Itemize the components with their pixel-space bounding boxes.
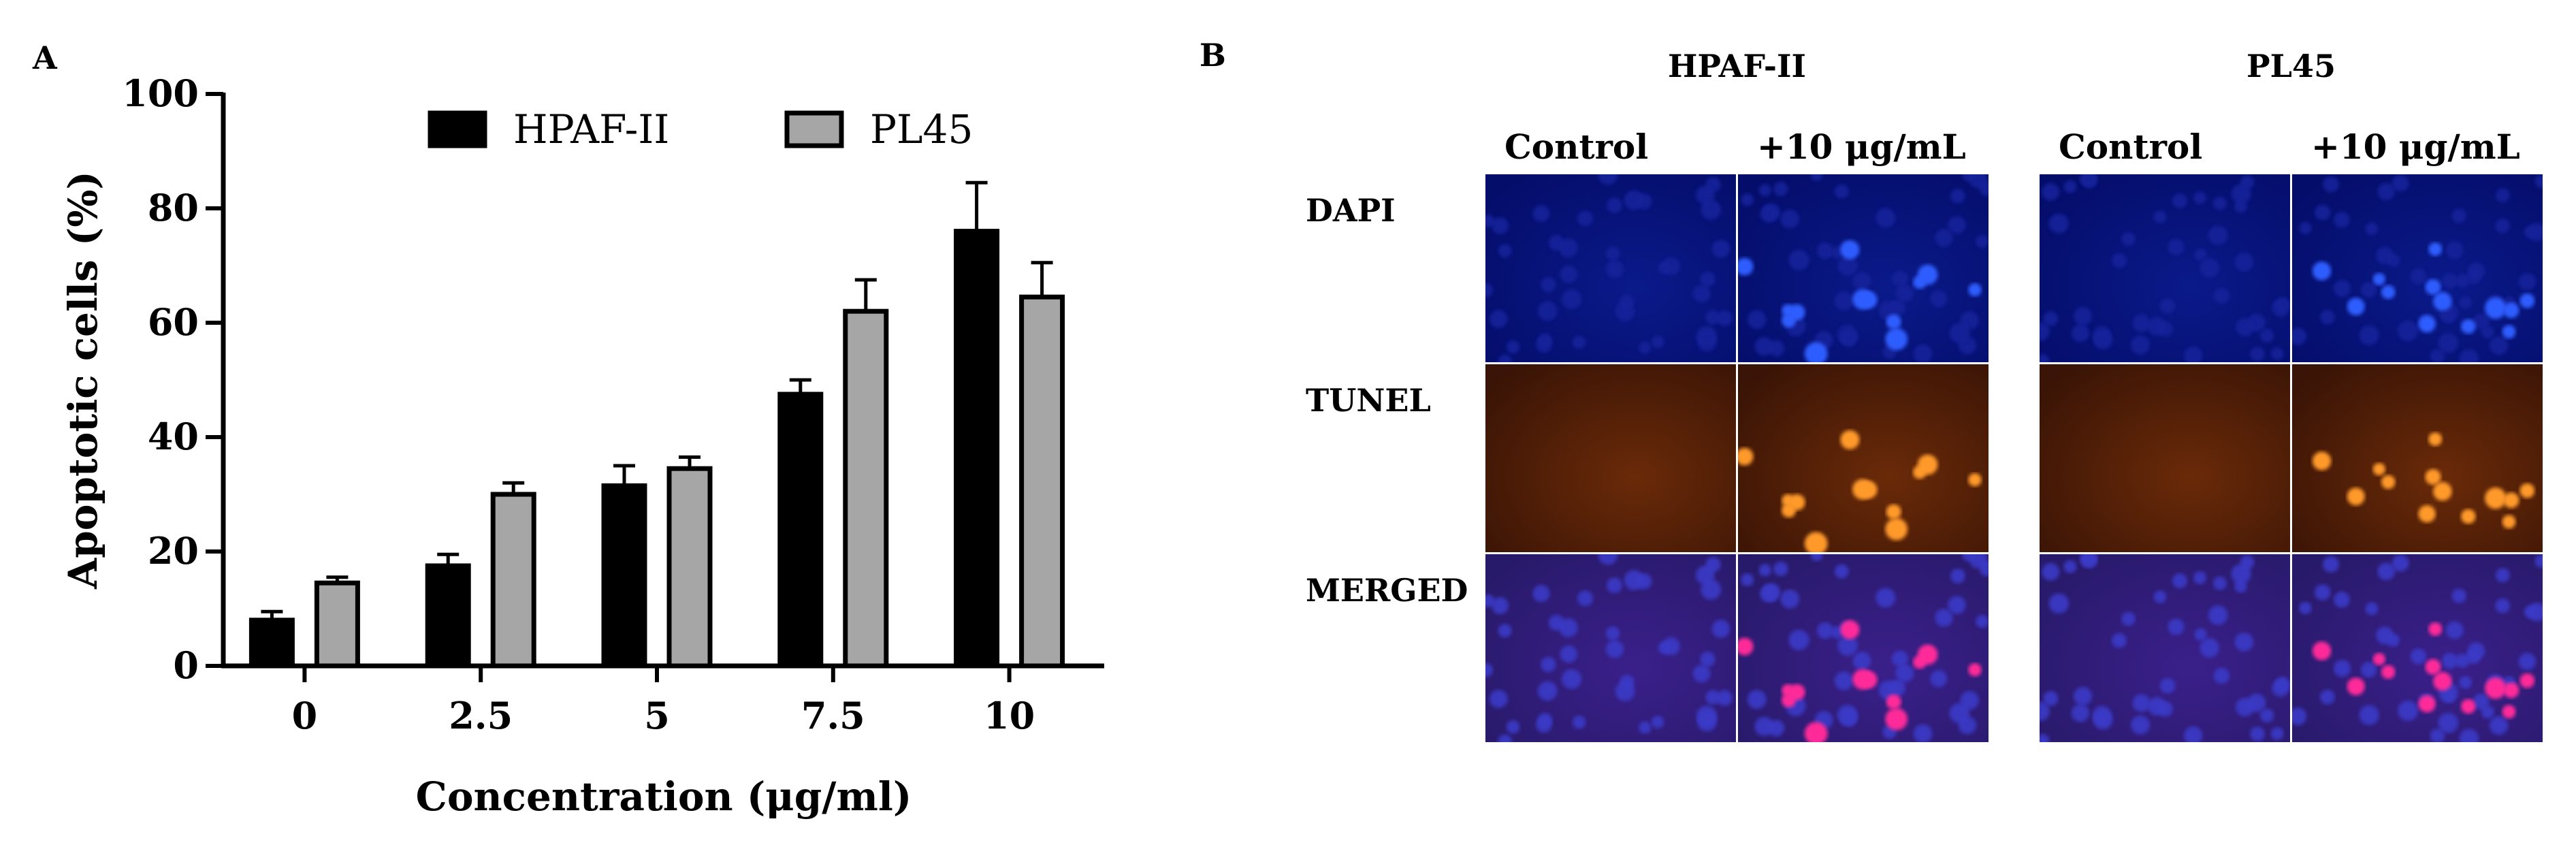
bar (777, 391, 824, 669)
cell-line-header: HPAF-II (1667, 48, 1807, 84)
cell-line-header: PL45 (2247, 48, 2336, 84)
micrograph-dapi-control (2040, 174, 2290, 362)
legend-label: HPAF-II (513, 106, 669, 153)
micrograph-tunel-treated (2292, 364, 2543, 552)
micrograph-dapi-treated (1738, 174, 1989, 362)
condition-header: Control (1504, 127, 1649, 167)
y-tick-label: 60 (148, 300, 199, 344)
micrograph-tunel-control (1485, 364, 1736, 552)
x-axis-label: Concentration (μg/ml) (416, 773, 912, 820)
bar (666, 466, 713, 669)
y-tick-label: 40 (148, 415, 199, 458)
stain-row-label: MERGED (1306, 572, 1468, 609)
panel-label-b: B (1200, 37, 1226, 74)
micrograph-tunel-treated (1738, 364, 1989, 552)
x-tick-label: 2.5 (449, 694, 513, 737)
micrograph-tunel-control (2040, 364, 2290, 552)
y-tick-label: 0 (173, 643, 199, 687)
bar (248, 618, 295, 669)
bar (601, 483, 647, 669)
panel-label-a: A (33, 39, 57, 76)
bar-chart: 0 20 40 60 80 100 0 2.5 5 7.5 10 Concentration (μg/… (60, 71, 1104, 820)
micrograph-merged-control (2040, 554, 2290, 742)
legend-swatch (784, 110, 844, 148)
condition-header: Control (2059, 127, 2203, 167)
condition-header: +10 μg/mL (2311, 127, 2520, 167)
micrograph-dapi-treated (2292, 174, 2543, 362)
micrograph-merged-treated (1738, 554, 1989, 742)
legend-label: PL45 (870, 106, 973, 153)
stain-row-label: DAPI (1306, 192, 1396, 229)
x-tick-label: 0 (292, 694, 318, 737)
bar (843, 308, 889, 669)
y-tick-label: 80 (148, 186, 199, 229)
x-tick-label: 7.5 (801, 694, 865, 737)
bar (1019, 294, 1065, 669)
bar (490, 492, 536, 669)
stain-row-label: TUNEL (1306, 382, 1431, 419)
condition-header: +10 μg/mL (1757, 127, 1966, 167)
x-tick-label: 5 (644, 694, 670, 737)
y-tick-label: 100 (122, 71, 199, 115)
micrograph-merged-control (1485, 554, 1736, 742)
y-axis-label: Apoptotic cells (%) (60, 171, 106, 590)
bar (954, 229, 1000, 669)
legend-swatch (428, 110, 487, 148)
micrograph-merged-treated (2292, 554, 2543, 742)
bar (314, 580, 360, 669)
micrograph-dapi-control (1485, 174, 1736, 362)
x-tick-label: 10 (984, 694, 1035, 737)
y-tick-label: 20 (148, 529, 199, 573)
bar (425, 563, 471, 669)
